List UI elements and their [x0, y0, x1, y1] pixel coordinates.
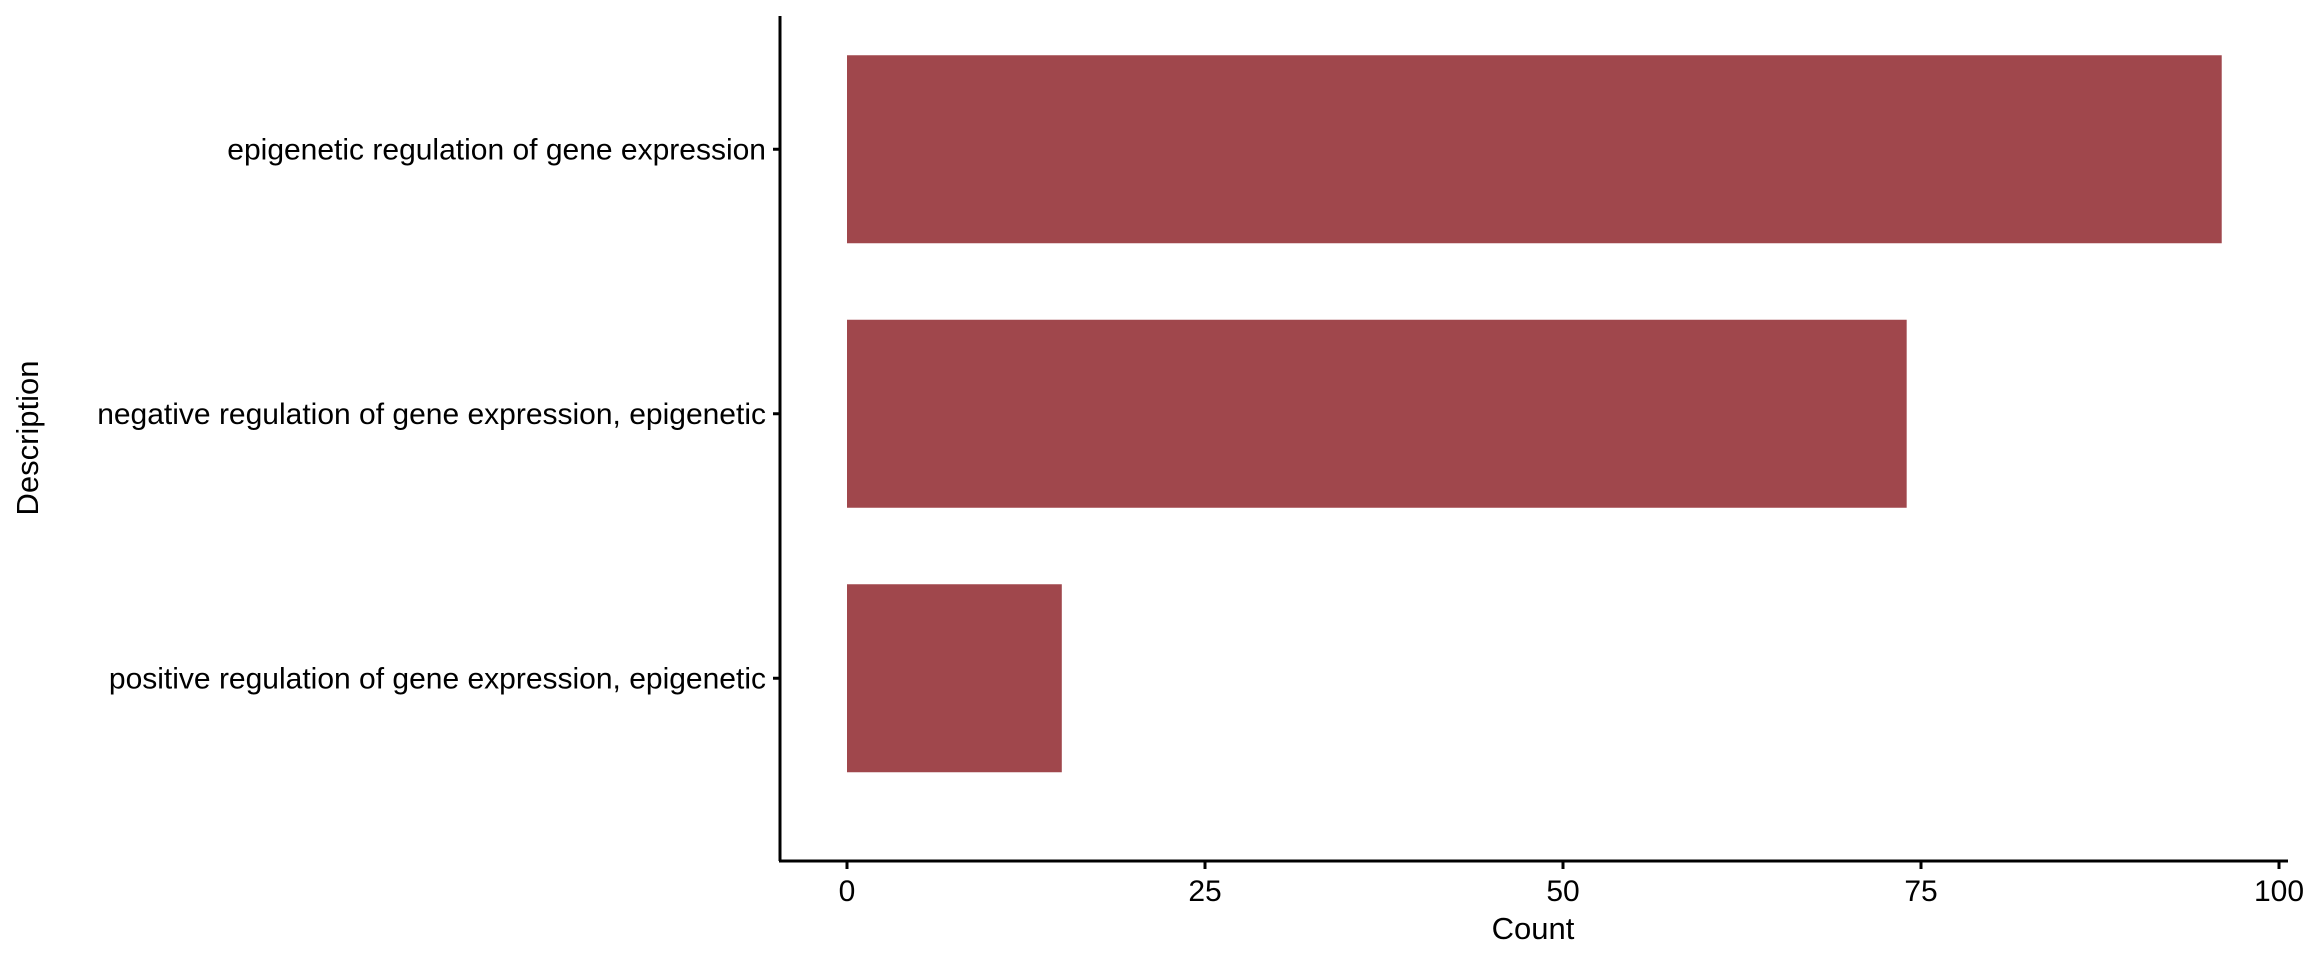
y-tick-label: negative regulation of gene expression, … [97, 398, 766, 431]
y-tick-label: epigenetic regulation of gene expression [227, 133, 766, 166]
bars-layer [847, 55, 2222, 773]
x-tick-label: 50 [1546, 875, 1579, 908]
ticks-layer: epigenetic regulation of gene expression… [97, 133, 2304, 908]
x-tick-label: 100 [2254, 875, 2304, 908]
x-tick-label: 0 [839, 875, 856, 908]
x-tick-label: 25 [1188, 875, 1221, 908]
bar [847, 319, 1907, 508]
y-axis-title: Description [10, 360, 45, 515]
bar [847, 584, 1062, 773]
y-tick-label: positive regulation of gene expression, … [109, 662, 766, 695]
x-tick-label: 75 [1904, 875, 1937, 908]
axes-layer [778, 16, 2288, 863]
x-axis-title: Count [1492, 911, 1575, 946]
bar [847, 55, 2222, 244]
